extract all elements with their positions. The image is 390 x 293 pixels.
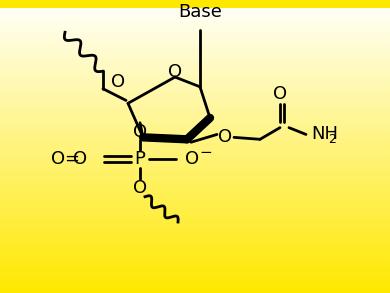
Text: O: O — [218, 128, 232, 146]
Text: =: = — [64, 150, 80, 168]
Text: O: O — [185, 150, 199, 168]
Text: NH: NH — [311, 125, 338, 144]
Text: 2: 2 — [328, 133, 336, 146]
Text: O: O — [111, 73, 125, 91]
Text: Base: Base — [178, 3, 222, 21]
Text: O: O — [168, 63, 182, 81]
Text: O: O — [133, 122, 147, 141]
Text: O: O — [51, 150, 65, 168]
Text: O: O — [133, 179, 147, 197]
Text: P: P — [135, 150, 145, 168]
Text: −: − — [199, 145, 212, 161]
Text: O: O — [273, 85, 287, 103]
Text: O: O — [73, 150, 87, 168]
